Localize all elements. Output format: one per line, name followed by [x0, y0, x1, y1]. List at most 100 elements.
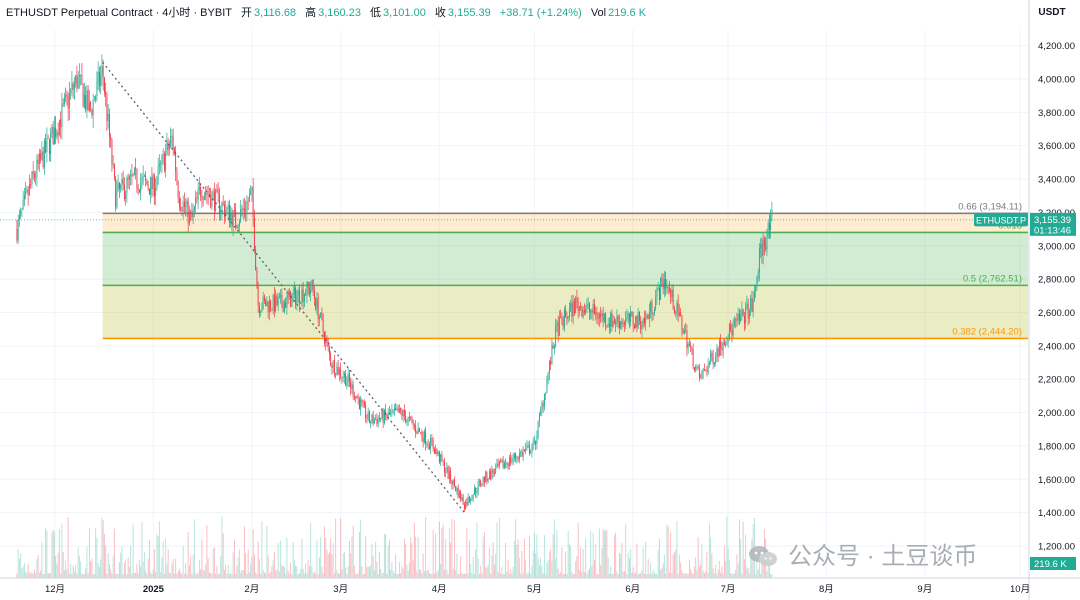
candle-body — [751, 298, 753, 313]
volume-bar — [537, 557, 539, 578]
y-tick-label: 1,600.00 — [1038, 475, 1075, 486]
candle-body — [266, 301, 268, 307]
candle-body — [592, 304, 594, 313]
candle-body — [327, 341, 329, 347]
candle-body — [302, 289, 304, 302]
candle-body — [310, 289, 312, 294]
currency-label[interactable]: USDT — [1038, 7, 1066, 18]
candle-body — [146, 180, 148, 185]
volume-bar — [132, 524, 134, 578]
candle-body — [511, 460, 513, 463]
candle-body — [46, 137, 48, 152]
volume-bar — [518, 558, 520, 578]
price-axis[interactable]: 4,200.00 4,000.00 3,800.00 3,600.00 3,400.00… — [1038, 41, 1075, 552]
volume-bar — [683, 573, 685, 578]
volume-bar — [490, 573, 492, 578]
candle-body — [506, 463, 508, 465]
volume-bar — [316, 540, 318, 578]
candle-body — [221, 202, 223, 210]
candle-body — [451, 480, 453, 485]
candle-body — [235, 210, 237, 226]
candle-body — [692, 349, 694, 368]
time-axis[interactable]: 12月 2025 2月 3月 4月 5月 6月 7月 8月 9月 10月 — [45, 584, 1030, 595]
candle-body — [766, 237, 768, 250]
fibonacci-retracement[interactable] — [102, 212, 1029, 340]
volume-bar — [116, 573, 118, 578]
volume-bar — [530, 573, 532, 578]
volume-bar — [152, 569, 154, 578]
volume-bar — [483, 531, 485, 578]
candle-body — [203, 194, 205, 200]
volume-bar — [750, 556, 752, 578]
candle-body — [737, 313, 739, 321]
volume-bar — [625, 524, 627, 578]
volume-bar — [135, 572, 137, 578]
volume-bar — [622, 571, 624, 578]
volume-bar — [746, 567, 748, 578]
candle-body — [43, 140, 45, 168]
candle-body — [128, 175, 130, 180]
high-value: 3,160.23 — [318, 7, 361, 19]
candle-body — [355, 395, 357, 399]
volume-bar — [125, 559, 127, 578]
volume-bar — [555, 558, 557, 578]
volume-bar — [296, 566, 298, 578]
candle-body — [566, 316, 568, 319]
candle-body — [466, 501, 468, 505]
candle-body — [357, 398, 359, 400]
volume-bar — [667, 526, 669, 578]
candle-body — [157, 165, 159, 180]
volume-bar — [718, 560, 720, 578]
y-tick-label: 4,200.00 — [1038, 41, 1075, 52]
candle-body — [745, 307, 747, 324]
volume-bar — [70, 563, 72, 578]
y-tick-label: 3,400.00 — [1038, 175, 1075, 186]
candle-body — [370, 422, 372, 424]
volume-bar — [351, 536, 353, 578]
volume-bar — [45, 528, 47, 578]
candle-body — [256, 269, 258, 286]
volume-bar — [215, 573, 217, 578]
volume-bar — [73, 571, 75, 578]
volume-bar — [133, 572, 135, 578]
candle-body — [740, 315, 742, 322]
candle-body — [20, 209, 22, 216]
volume-bar — [512, 566, 514, 578]
symbol-title[interactable]: ETHUSDT Perpetual Contract · 4小时 · BYBIT — [6, 7, 232, 19]
volume-bar — [502, 573, 504, 578]
volume-bar — [356, 573, 358, 578]
volume-bar — [241, 570, 243, 578]
volume-bar — [581, 572, 583, 578]
candle-body — [618, 322, 620, 328]
candle-body — [143, 175, 145, 177]
volume-bar — [673, 552, 675, 578]
volume-bar — [350, 553, 352, 578]
volume-bar — [60, 573, 62, 578]
volume-bar — [363, 573, 365, 578]
volume-bar — [510, 569, 512, 578]
candle-body — [576, 297, 578, 302]
candle-body — [332, 360, 334, 369]
candle-body — [426, 443, 428, 445]
volume-bar — [585, 538, 587, 578]
candle-body — [206, 193, 208, 195]
volume-bar — [277, 542, 279, 578]
low-value: 3,101.00 — [383, 7, 426, 19]
volume-bar — [93, 574, 95, 578]
volume-bar — [477, 558, 479, 578]
volume-bar — [162, 540, 164, 578]
candle-body — [507, 463, 509, 467]
candle-body — [371, 414, 373, 423]
trendline[interactable] — [0, 61, 1028, 514]
candle-body — [215, 189, 217, 211]
candle-body — [620, 321, 622, 328]
candle-body — [181, 208, 183, 211]
candle-body — [471, 499, 473, 501]
candlesticks[interactable] — [16, 54, 773, 512]
volume-bar — [307, 559, 309, 578]
candle-body — [165, 153, 167, 171]
volume-bar — [25, 571, 27, 578]
volume-bar — [105, 545, 107, 578]
volume-bar — [57, 552, 59, 578]
